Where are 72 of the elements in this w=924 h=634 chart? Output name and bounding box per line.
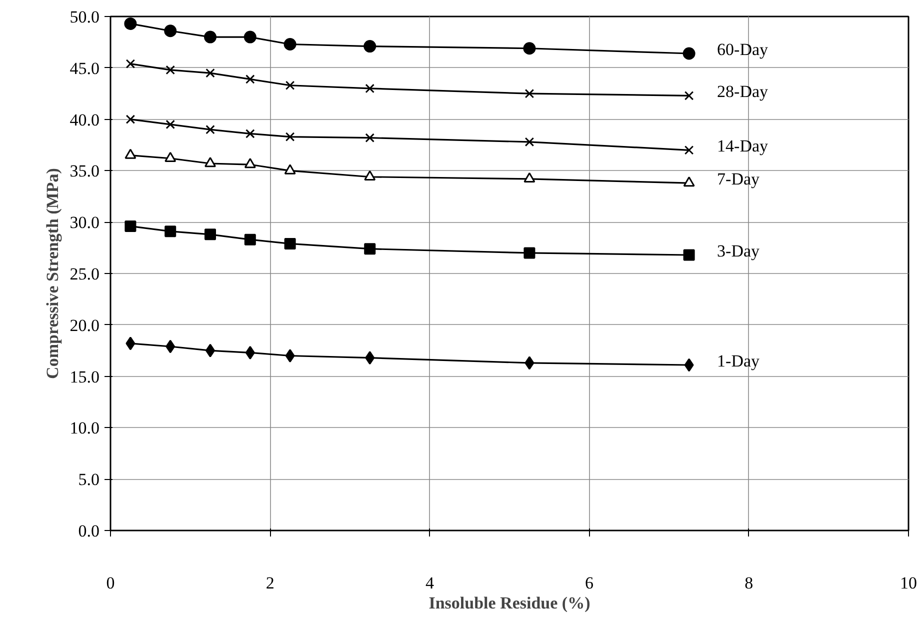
point (245, 346, 255, 360)
series-label: 14-Day (717, 136, 769, 156)
point (166, 65, 175, 75)
point (204, 156, 216, 168)
x-tick-label: 2 (266, 574, 274, 592)
point (204, 30, 216, 44)
point (164, 226, 176, 238)
point (126, 59, 136, 68)
x-tick-label: 6 (585, 574, 594, 592)
point (244, 158, 256, 168)
point (523, 42, 536, 55)
series-label: 28-Day (717, 82, 769, 102)
x-tick-label: 4 (425, 574, 434, 592)
point (365, 133, 374, 142)
point (164, 24, 177, 38)
point (524, 137, 534, 147)
y-axis-title: Compressive Strength (MPa) (42, 168, 62, 379)
point (206, 124, 215, 134)
y-tick-label: 35.0 (70, 162, 100, 181)
point (365, 351, 375, 365)
y-tick-label: 40.0 (70, 110, 100, 130)
point (164, 152, 176, 162)
point (244, 30, 256, 44)
series-label: 3-Day (717, 241, 760, 260)
y-tick-label: 0.0 (78, 522, 100, 540)
point (365, 84, 374, 94)
point (285, 132, 295, 142)
point (246, 74, 255, 84)
point (364, 170, 376, 181)
point (364, 243, 376, 255)
y-tick-label: 30.0 (70, 213, 100, 232)
point (166, 340, 176, 354)
y-tick-label: 10.0 (70, 418, 100, 438)
point (524, 356, 534, 370)
series-label: 60-Day (717, 40, 769, 60)
x-tick-label: 0 (106, 574, 115, 592)
y-tick-label: 25.0 (70, 264, 100, 284)
point (684, 91, 694, 100)
point (683, 176, 695, 187)
point (124, 220, 136, 232)
point (204, 228, 216, 240)
point (285, 80, 295, 90)
y-tick-label: 45.0 (70, 58, 100, 78)
y-tick-label: 50.0 (70, 8, 100, 26)
point (166, 120, 175, 130)
x-tick-label: 8 (744, 574, 754, 592)
point (246, 129, 255, 138)
x-tick-label: 10 (900, 574, 917, 592)
y-tick-label: 20.0 (70, 316, 100, 335)
series-label: 1-Day (717, 351, 760, 370)
point (683, 249, 695, 261)
point (524, 247, 536, 259)
point (126, 114, 136, 124)
point (284, 238, 296, 250)
point (285, 348, 295, 362)
point (684, 146, 694, 155)
point (124, 17, 137, 30)
point (524, 88, 534, 98)
y-tick-label: 5.0 (78, 470, 100, 490)
point (126, 336, 136, 350)
series-label: 7-Day (717, 170, 760, 189)
point (684, 358, 694, 372)
point (524, 172, 536, 183)
point (244, 234, 256, 246)
point (284, 164, 296, 174)
point (124, 148, 136, 159)
point (284, 38, 296, 50)
point (206, 68, 215, 78)
y-tick-label: 15.0 (70, 367, 100, 386)
point (682, 47, 696, 60)
x-axis-title: Insoluble Residue (%) (428, 594, 590, 612)
point (364, 40, 376, 53)
